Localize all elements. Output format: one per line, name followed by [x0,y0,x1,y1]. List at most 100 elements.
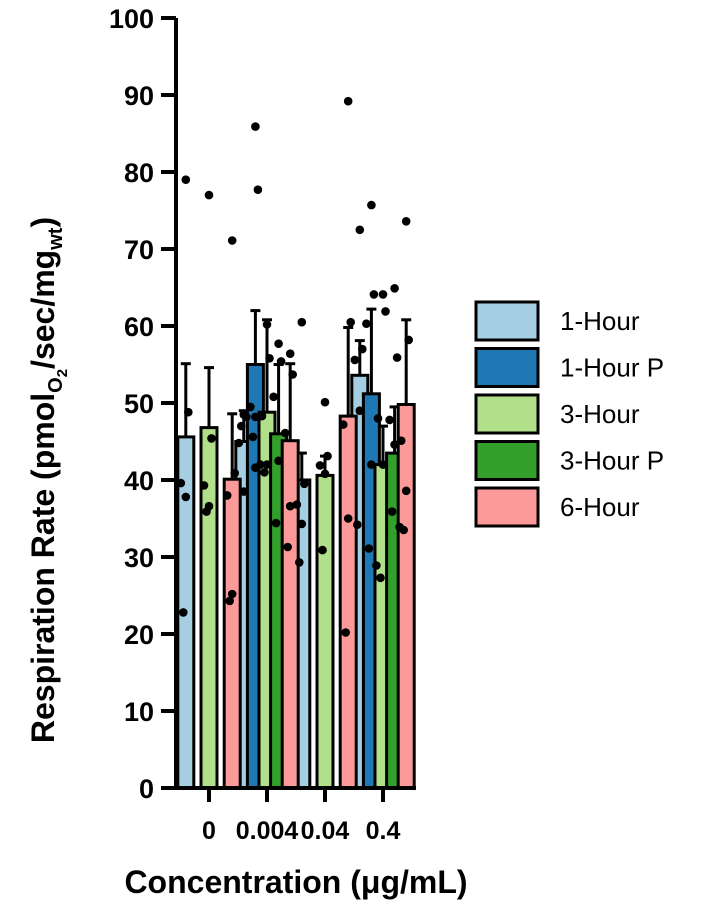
data-point-3-hour-0.4-3 [378,460,388,469]
y-tick-label-20: 20 [124,620,154,650]
data-point-1-hour-0.04-3 [297,519,307,529]
legend-label-1-hour-p: 1-Hour P [560,353,664,383]
data-point-6-hour-0-1 [230,468,239,478]
data-point-3-hour-0.4-2 [373,414,383,423]
x-tick-label-0.004: 0.004 [236,817,299,845]
data-point-1-hour-0.004-2 [234,438,244,448]
data-point-3-hour-0.04-1 [323,451,332,461]
data-point-6-hour-0.4-3 [401,486,411,496]
legend-label-3-hour: 3-Hour [560,399,640,429]
x-tick-label-0.4: 0.4 [366,817,401,845]
data-point-3-hour-0.04-0 [320,397,330,407]
legend-swatch-6-hour [474,486,540,528]
legend-swatch-1-hour-p [474,347,540,388]
y-tick-label-10: 10 [124,697,154,727]
y-tick-label-0: 0 [139,774,154,804]
data-point-6-hour-0.04-3 [343,514,353,523]
data-point-3-hour-0.4-4 [376,573,385,583]
y-axis-title-sub-2: 2 [54,369,71,377]
legend-label-3-hour-p: 3-Hour P [560,446,664,476]
data-point-3-hour-p-0.4-0 [390,284,399,293]
data-point-6-hour-0.04-2 [338,420,348,429]
bar-6-hour-0.004 [280,439,300,790]
data-point-3-hour-0.004-2 [257,411,267,421]
data-point-3-hour-p-0.004-0 [274,339,283,349]
data-point-3-hour-0.04-3 [320,469,330,479]
data-point-3-hour-p-0.004-3 [274,456,283,466]
data-point-1-hour-0-2 [176,478,186,488]
data-point-6-hour-0.04-0 [343,96,353,106]
data-point-1-hour-0-0 [181,175,191,184]
data-point-1-hour-p-0.4-5 [372,561,381,570]
y-tick-label-70: 70 [124,235,154,265]
bar-6-hour-0.04 [338,414,358,790]
x-axis-title: Concentration (μg/mL) [124,864,467,900]
data-point-6-hour-0.004-2 [280,428,290,438]
data-point-3-hour-p-0.4-4 [387,507,397,516]
y-tick-label-50: 50 [124,389,154,419]
data-point-1-hour-p-0.004-1 [253,185,263,194]
data-point-1-hour-0.04-0 [297,317,307,327]
data-point-6-hour-0.004-3 [285,501,295,511]
y-axis-title-sub-wt: wt [45,227,67,251]
y-tick-label-40: 40 [124,466,154,496]
data-point-1-hour-0.4-1 [358,344,367,354]
data-point-6-hour-0.004-0 [285,349,295,359]
data-point-1-hour-p-0.004-6 [251,463,260,473]
y-axis-title-mid: /sec/mg [25,250,61,369]
data-point-3-hour-0-1 [207,434,216,443]
data-point-6-hour-0-4 [225,596,234,606]
data-point-6-hour-0-3 [227,589,237,599]
data-point-3-hour-p-0.4-1 [392,353,402,362]
data-point-3-hour-p-0.4-3 [390,440,399,449]
y-axis-title: Respiration Rate (pmolO2/sec/mgwt) [25,217,71,743]
data-point-1-hour-0.4-3 [355,406,365,416]
data-point-3-hour-0-2 [199,481,209,490]
data-point-1-hour-p-0.004-2 [246,402,255,412]
data-point-1-hour-p-0.4-4 [364,544,374,553]
data-point-6-hour-0.4-2 [396,436,406,446]
legend-swatch-3-hour-p [474,440,540,481]
y-tick-label-60: 60 [124,312,154,342]
data-point-1-hour-0.004-3 [239,487,249,496]
data-point-1-hour-p-0.004-0 [251,122,260,131]
bar-6-hour-0.4 [396,403,416,790]
bar-3-hour-0.04 [315,473,335,790]
data-point-1-hour-p-0.004-3 [251,412,260,422]
data-point-3-hour-0.004-1 [265,354,274,363]
y-tick-label-80: 80 [124,158,154,188]
data-point-3-hour-0-0 [204,190,214,200]
data-point-3-hour-0-4 [202,507,211,516]
points-layer [176,96,414,637]
legend-swatch-1-hour [474,300,540,342]
data-point-3-hour-0.4-0 [378,290,388,299]
data-point-1-hour-0.004-4 [237,421,246,431]
x-tick-label-0: 0 [202,817,216,845]
data-point-6-hour-0.004-4 [283,542,293,552]
y-tick-label-100: 100 [109,4,154,34]
data-point-1-hour-0.04-4 [295,558,304,567]
data-point-1-hour-p-0.4-1 [369,290,379,299]
data-point-1-hour-0.04-2 [292,500,302,509]
data-point-3-hour-0.004-4 [260,468,269,477]
data-point-1-hour-0-3 [181,492,191,502]
legend: 1-Hour 1-Hour P 3-Hour 3-Hour P 6-Hour [474,300,664,528]
y-tick-label-90: 90 [124,81,154,111]
legend-label-1-hour: 1-Hour [560,306,640,336]
axes-layer: 0 10 20 30 40 50 60 70 80 90 100 0 0.004 0.04 0.4 [109,4,416,845]
y-tick-label-30: 30 [124,543,154,573]
bar-6-hour-0 [222,477,242,790]
data-point-6-hour-0.4-0 [401,217,411,226]
x-tick-label-0.04: 0.04 [301,817,350,845]
bars-layer [176,307,416,790]
legend-label-6-hour: 6-Hour [560,492,640,522]
data-point-1-hour-p-0.4-0 [367,200,376,210]
data-point-1-hour-0-4 [179,608,188,617]
data-point-1-hour-0.004-1 [242,412,251,422]
data-point-1-hour-0.4-2 [350,355,360,365]
data-point-6-hour-0-2 [222,491,232,500]
data-point-6-hour-0.004-1 [288,370,298,379]
data-point-3-hour-0.4-1 [381,307,390,316]
